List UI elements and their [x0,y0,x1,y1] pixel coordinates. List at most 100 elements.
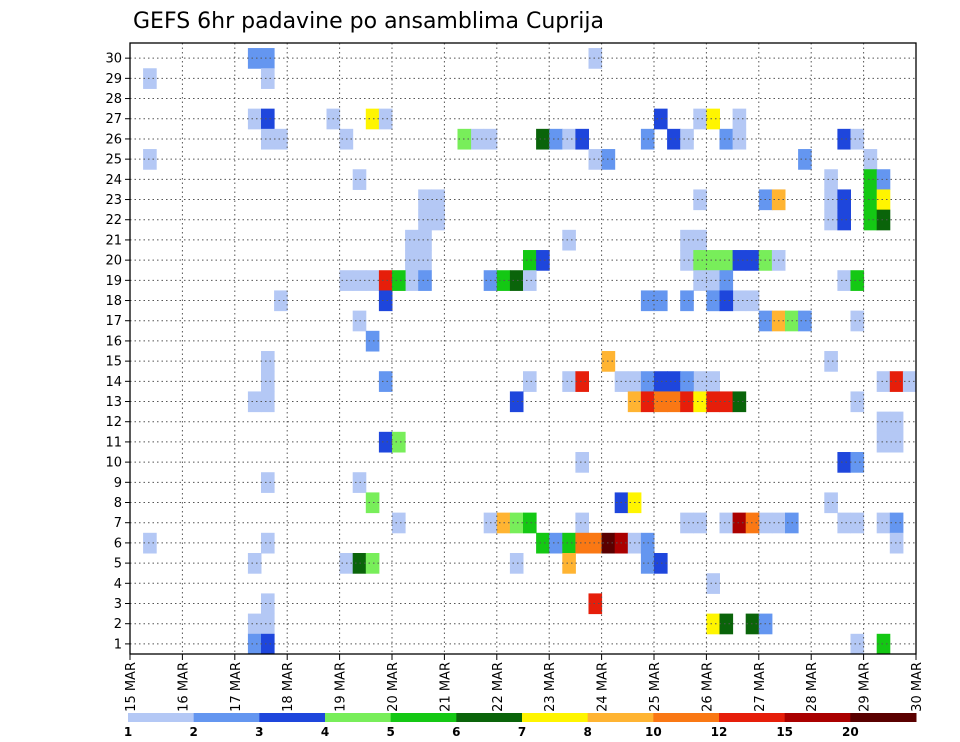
y-tick-label: 22 [105,213,122,228]
heatmap-cell [549,532,563,554]
heatmap-cell [509,512,524,534]
heatmap-cell [719,250,734,271]
heatmap-cell [365,270,380,291]
heatmap-cell [247,391,262,413]
heatmap-cell [693,108,707,130]
heatmap-cell [706,613,720,635]
heatmap-cell [247,48,262,69]
heatmap-cell [261,108,275,130]
heatmap-cell [654,391,668,413]
heatmap-cell [680,512,694,534]
heatmap-cell [693,371,707,392]
heatmap-cell [588,532,603,554]
heatmap-cell [719,290,734,312]
heatmap-cell [509,391,524,413]
heatmap-cell [693,229,707,251]
heatmap-cell [850,270,865,291]
heatmap-cell [876,209,891,231]
heatmap-cell [247,108,262,130]
x-tick-label: 28 MAR [805,662,820,712]
plot-frame [129,42,917,655]
colorbar-label: 4 [321,725,329,739]
colorbar-swatch [390,713,457,722]
heatmap-cell [261,128,275,150]
colorbar-swatch [653,713,720,722]
heatmap-cell [876,431,891,453]
heatmap-cell [392,270,406,291]
heatmap-cell [876,189,891,211]
heatmap-cell [523,270,537,291]
y-tick-label: 15 [105,355,122,370]
heatmap-cell [418,209,432,231]
y-tick-label: 14 [105,375,122,390]
colorbar-swatch [193,713,260,722]
heatmap-cell [392,512,406,534]
y-tick-label: 5 [114,557,122,572]
heatmap-cell [654,108,668,130]
y-tick-label: 2 [114,617,122,632]
x-tick-label: 23 MAR [543,662,558,712]
colorbar-swatch [259,713,326,722]
heatmap-cell [824,351,838,372]
heatmap-cell [143,68,157,89]
heatmap-cell [719,512,734,534]
heatmap-cell [876,411,891,433]
x-tick-label: 16 MAR [176,662,191,712]
heatmap-cell [523,371,537,392]
colorbar-label: 6 [452,725,460,739]
heatmap-cell [405,250,419,271]
x-tick-label: 21 MAR [438,662,453,712]
colorbar-swatch [587,713,654,722]
heatmap-cell [562,128,576,150]
heatmap-cell [732,512,747,534]
heatmap-cell [706,270,720,291]
colorbar-swatch [850,713,917,722]
heatmap-cell [693,250,707,271]
heatmap-cell [274,290,288,312]
y-tick-label: 9 [114,476,122,491]
heatmap-cell [562,229,576,251]
heatmap-cell [365,330,380,352]
y-tick-label: 29 [105,72,122,87]
x-tick-label: 27 MAR [753,662,768,712]
heatmap-cell [247,613,262,635]
colorbar-label: 20 [842,725,859,739]
heatmap-cell [562,532,576,554]
colorbar-legend: 1 2 3 4 5 6 7 8 10 12 15 20 [124,713,917,739]
heatmap-cell [523,512,537,534]
heatmap-cell [261,371,275,392]
heatmap-cell [863,149,878,170]
heatmap-cell [536,128,550,150]
heatmap-cell [247,553,262,574]
heatmap-cell [536,532,550,554]
heatmap-cell [863,189,878,211]
heatmap-cell [732,391,747,413]
colorbar-label: 8 [583,725,591,739]
x-tick-label: 19 MAR [334,662,349,712]
x-axis-ticks: 15 MAR 16 MAR 17 MAR 18 MAR 19 MAR 20 MAR 21 M… [124,654,925,712]
y-tick-label: 19 [105,274,122,289]
heatmap-cell [680,229,694,251]
x-tick-label: 30 MAR [910,662,925,712]
heatmap-cell [654,290,668,312]
y-tick-label: 21 [105,233,122,248]
heatmap-cell [418,250,432,271]
heatmap-cell [365,492,380,514]
heatmap-cell [680,250,694,271]
colorbar-label: 1 [124,725,132,739]
heatmap-cell [889,371,904,392]
heatmap-cell [418,270,432,291]
y-tick-label: 7 [114,516,122,531]
heatmap-cell [863,169,878,190]
heatmap-cell [706,108,720,130]
x-tick-label: 20 MAR [386,662,401,712]
heatmap-cell [274,128,288,150]
y-tick-label: 4 [114,577,122,592]
heatmap-cell [719,270,734,291]
heatmap-cell [706,371,720,392]
heatmap-cell [680,128,694,150]
heatmap-cell [850,633,865,655]
y-tick-label: 28 [105,92,122,107]
heatmap-cell [261,472,275,493]
